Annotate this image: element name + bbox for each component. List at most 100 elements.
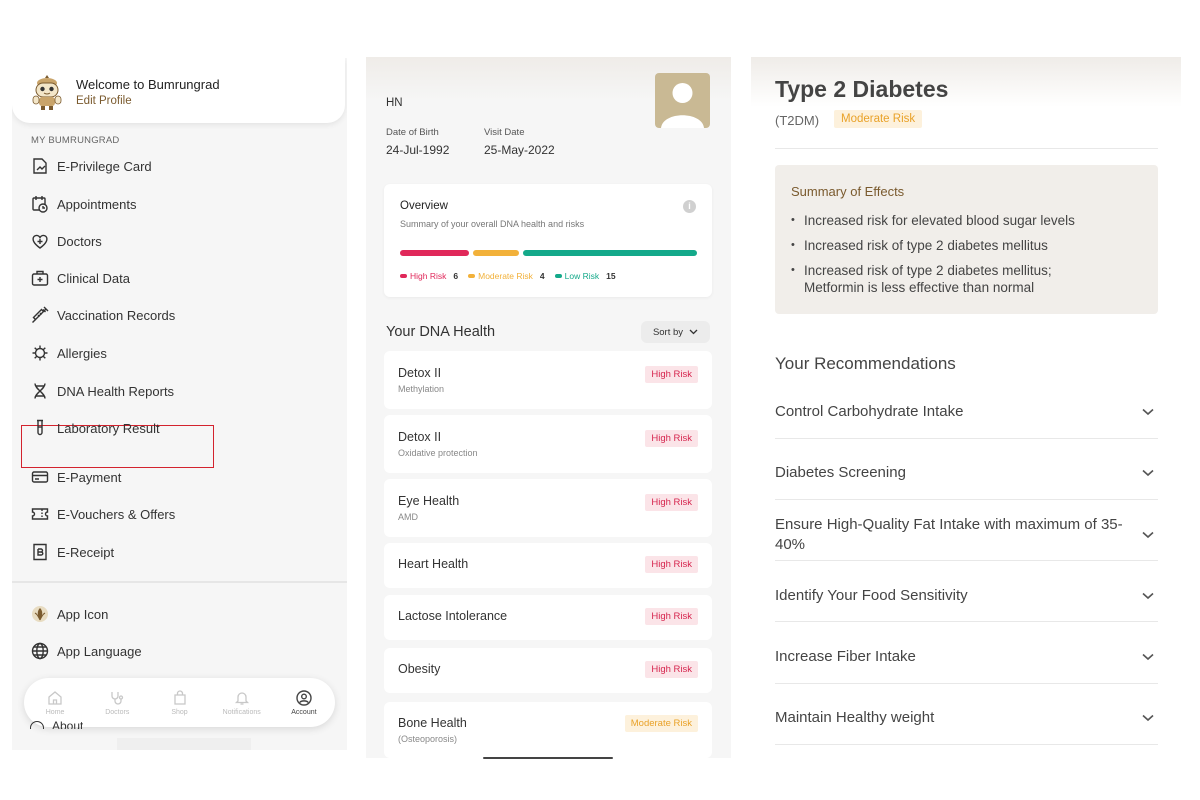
risk-badge: High Risk bbox=[645, 661, 698, 678]
high-risk-label: High Risk bbox=[410, 271, 447, 281]
recommendation-food-sensitivity[interactable]: Identify Your Food Sensitivity bbox=[775, 584, 1158, 622]
menu-item-allergies[interactable]: Allergies bbox=[12, 338, 345, 368]
detail-header-bg bbox=[751, 57, 1181, 107]
menu-item-about[interactable]: About bbox=[30, 721, 83, 729]
menu-item-e-privilege-card[interactable]: E-Privilege Card bbox=[12, 151, 345, 181]
virus-icon bbox=[28, 341, 52, 365]
visit-date-label: Visit Date bbox=[484, 127, 525, 138]
dna-health-panel: HN Date of Birth 24-Jul-1992 Visit Date … bbox=[366, 57, 731, 758]
menu-item-label: E-Receipt bbox=[57, 544, 115, 560]
moderate-risk-dot bbox=[468, 274, 476, 278]
visit-date-value: 25-May-2022 bbox=[484, 143, 555, 157]
menu-item-e-vouchers-offers[interactable]: E-Vouchers & Offers bbox=[12, 499, 345, 529]
dna-card-obesity[interactable]: Obesity High Risk bbox=[384, 648, 712, 693]
patient-photo bbox=[655, 73, 710, 128]
risk-badge: High Risk bbox=[645, 366, 698, 383]
moderate-risk-count: 4 bbox=[539, 271, 545, 281]
tab-doctors[interactable]: Doctors bbox=[86, 678, 148, 727]
info-icon[interactable]: i bbox=[683, 200, 696, 213]
dob-value: 24-Jul-1992 bbox=[386, 143, 450, 157]
menu-item-appointments[interactable]: Appointments bbox=[12, 189, 345, 219]
condition-detail-panel: Type 2 Diabetes (T2DM) Moderate Risk Sum… bbox=[751, 57, 1181, 758]
menu-item-e-receipt[interactable]: E-Receipt bbox=[12, 537, 345, 567]
tab-notifications[interactable]: Notifications bbox=[211, 678, 273, 727]
recommendation-control-carbohydrate[interactable]: Control Carbohydrate Intake bbox=[775, 400, 1158, 438]
sort-by-button[interactable]: Sort by bbox=[641, 321, 710, 343]
low-risk-count: 15 bbox=[606, 271, 616, 281]
profile-header[interactable]: Welcome to Bumrungrad Edit Profile bbox=[12, 58, 345, 123]
menu-item-dna-health-reports[interactable]: DNA Health Reports bbox=[12, 376, 345, 406]
card-subtitle: Oxidative protection bbox=[398, 448, 478, 458]
menu-item-vaccination-records[interactable]: Vaccination Records bbox=[12, 300, 345, 330]
tab-label: Notifications bbox=[222, 708, 261, 716]
summary-text: Increased risk for elevated blood sugar … bbox=[804, 213, 1075, 228]
divider bbox=[775, 438, 1158, 439]
menu-item-clinical-data[interactable]: Clinical Data bbox=[12, 263, 345, 293]
card-subtitle: (Osteoporosis) bbox=[398, 734, 458, 744]
account-menu-panel: Welcome to Bumrungrad Edit Profile MY BU… bbox=[12, 58, 347, 750]
bottom-tab-bar: Home Doctors Shop Notifications Account bbox=[24, 678, 335, 727]
welcome-text: Welcome to Bumrungrad bbox=[76, 77, 220, 92]
receipt-icon bbox=[28, 540, 52, 564]
recommendations-title: Your Recommendations bbox=[775, 354, 956, 373]
summary-text: Increased risk of type 2 diabetes mellit… bbox=[804, 263, 1052, 295]
risk-badge: Moderate Risk bbox=[624, 715, 698, 732]
risk-badge: Moderate Risk bbox=[834, 110, 923, 128]
card-subtitle: Methylation bbox=[398, 384, 445, 394]
bottom-strip bbox=[117, 738, 251, 750]
dna-card-detox-methylation[interactable]: Detox II Methylation High Risk bbox=[384, 351, 712, 409]
menu-item-app-icon[interactable]: App Icon bbox=[12, 599, 345, 629]
dob-label: Date of Birth bbox=[386, 127, 439, 138]
menu-item-label: App Language bbox=[57, 643, 142, 659]
summary-title: Summary of Effects bbox=[791, 184, 905, 199]
card-title: Detox II bbox=[398, 366, 442, 380]
high-risk-count: 6 bbox=[453, 271, 459, 281]
moderate-risk-label: Moderate Risk bbox=[478, 271, 533, 281]
card-title: Bone Health bbox=[398, 716, 467, 730]
menu-item-laboratory-result[interactable]: Laboratory Result bbox=[12, 413, 345, 443]
risk-badge: High Risk bbox=[645, 608, 698, 625]
divider bbox=[775, 499, 1158, 500]
bullet-icon: • bbox=[791, 264, 795, 276]
tab-label: Doctors bbox=[105, 708, 130, 716]
menu-item-label: Allergies bbox=[57, 345, 107, 361]
menu-item-label: DNA Health Reports bbox=[57, 383, 175, 399]
syringe-icon bbox=[28, 303, 52, 327]
recommendation-fiber-intake[interactable]: Increase Fiber Intake bbox=[775, 645, 1158, 683]
info-circle-icon bbox=[30, 721, 44, 729]
recommendation-label: Ensure High-Quality Fat Intake with maxi… bbox=[775, 516, 1123, 553]
bullet-icon: • bbox=[791, 239, 795, 251]
tab-home[interactable]: Home bbox=[24, 678, 86, 727]
home-icon bbox=[48, 690, 62, 705]
recommendation-fat-intake[interactable]: Ensure High-Quality Fat Intake with maxi… bbox=[775, 512, 1158, 560]
menu-item-label: App Icon bbox=[57, 606, 109, 622]
menu-item-label: Appointments bbox=[57, 196, 137, 212]
person-placeholder-icon bbox=[661, 83, 704, 128]
menu-item-e-payment[interactable]: E-Payment bbox=[12, 462, 345, 492]
menu-item-label: Vaccination Records bbox=[57, 307, 176, 323]
ticket-icon bbox=[28, 502, 52, 526]
low-risk-bar bbox=[523, 250, 697, 256]
tab-shop[interactable]: Shop bbox=[148, 678, 210, 727]
overview-subtitle: Summary of your overall DNA health and r… bbox=[400, 219, 585, 229]
recommendation-healthy-weight[interactable]: Maintain Healthy weight bbox=[775, 706, 1158, 744]
recommendation-label: Diabetes Screening bbox=[775, 464, 906, 481]
edit-profile-link[interactable]: Edit Profile bbox=[76, 95, 132, 107]
recommendation-diabetes-screening[interactable]: Diabetes Screening bbox=[775, 461, 1158, 499]
chevron-down-icon bbox=[1142, 408, 1154, 416]
dna-card-eye-health[interactable]: Eye Health AMD High Risk bbox=[384, 479, 712, 537]
dna-card-heart-health[interactable]: Heart Health High Risk bbox=[384, 543, 712, 588]
dna-card-bone-health[interactable]: Bone Health (Osteoporosis) Moderate Risk bbox=[384, 702, 712, 758]
menu-item-label: Laboratory Result bbox=[57, 420, 160, 436]
menu-item-app-language[interactable]: App Language bbox=[12, 636, 345, 666]
dna-card-lactose-intolerance[interactable]: Lactose Intolerance High Risk bbox=[384, 595, 712, 640]
menu-item-doctors[interactable]: Doctors bbox=[12, 226, 345, 256]
sort-label: Sort by bbox=[652, 326, 684, 338]
dna-card-detox-oxidative[interactable]: Detox II Oxidative protection High Risk bbox=[384, 415, 712, 473]
summary-text: Increased risk of type 2 diabetes mellit… bbox=[804, 238, 1048, 253]
chevron-down-icon bbox=[1142, 469, 1154, 477]
condition-title: Type 2 Diabetes bbox=[775, 76, 949, 102]
tab-account[interactable]: Account bbox=[273, 678, 335, 727]
high-risk-dot bbox=[400, 274, 407, 278]
summary-of-effects-box: Summary of Effects • Increased risk for … bbox=[775, 165, 1158, 314]
